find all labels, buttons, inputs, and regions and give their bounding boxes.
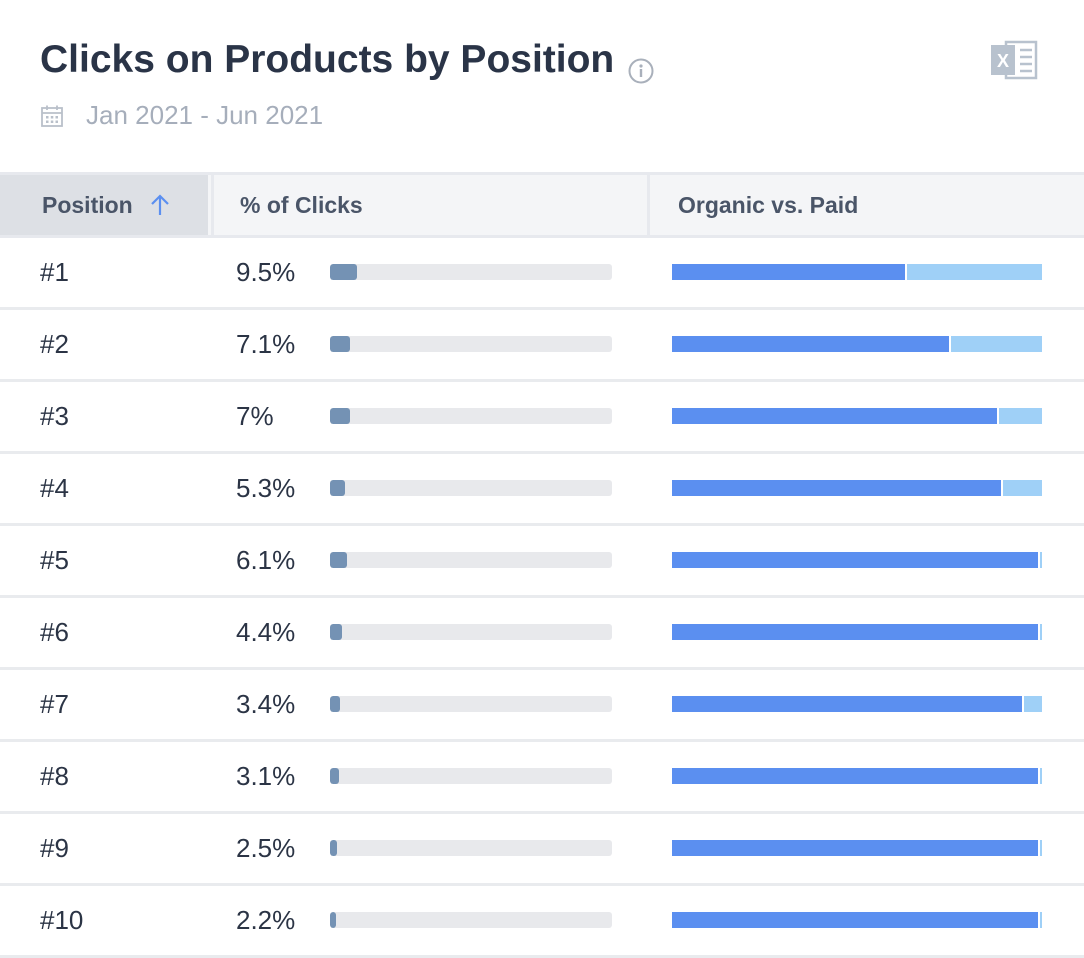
table-row[interactable]: #8 3.1% bbox=[0, 742, 1084, 814]
position-cell: #9 bbox=[40, 833, 69, 863]
sort-ascending-icon[interactable] bbox=[149, 193, 171, 217]
clicks-bar-fill bbox=[330, 336, 351, 352]
clicks-bar-fill bbox=[330, 840, 338, 856]
table-row[interactable]: #4 5.3% bbox=[0, 454, 1084, 526]
position-cell: #6 bbox=[40, 617, 69, 647]
paid-segment bbox=[999, 408, 1042, 424]
position-cell: #10 bbox=[40, 905, 84, 935]
clicks-bar-track bbox=[330, 768, 612, 784]
clicks-bar-fill bbox=[330, 480, 345, 496]
organic-vs-paid-bar[interactable] bbox=[672, 768, 1042, 784]
clicks-percent-cell: 4.4% bbox=[236, 617, 296, 647]
table-row[interactable]: #3 7% bbox=[0, 382, 1084, 454]
position-cell: #3 bbox=[40, 401, 69, 431]
position-cell: #7 bbox=[40, 689, 69, 719]
organic-segment bbox=[672, 552, 1041, 568]
organic-vs-paid-bar[interactable] bbox=[672, 336, 1042, 352]
column-header-label: Organic vs. Paid bbox=[678, 191, 859, 218]
clicks-bar-fill bbox=[330, 912, 337, 928]
clicks-bar-track bbox=[330, 912, 612, 928]
paid-segment bbox=[1040, 624, 1042, 640]
column-header-position[interactable]: Position bbox=[0, 175, 208, 235]
organic-vs-paid-bar[interactable] bbox=[672, 840, 1042, 856]
clicks-bar-track bbox=[330, 480, 612, 496]
column-header-organic-vs-paid[interactable]: Organic vs. Paid bbox=[647, 175, 1084, 235]
table-header: Position % of Clicks Organic vs. Paid bbox=[0, 172, 1084, 238]
clicks-bar-track bbox=[330, 336, 612, 352]
clicks-percent-cell: 3.4% bbox=[236, 689, 296, 719]
organic-segment bbox=[672, 480, 1004, 496]
position-cell: #5 bbox=[40, 545, 69, 575]
clicks-bar-track bbox=[330, 624, 612, 640]
clicks-bar-fill bbox=[330, 552, 348, 568]
table-row[interactable]: #9 2.5% bbox=[0, 814, 1084, 886]
clicks-table: Position % of Clicks Organic vs. Paid #1… bbox=[0, 172, 1084, 958]
position-cell: #8 bbox=[40, 761, 69, 791]
clicks-percent-cell: 6.1% bbox=[236, 545, 296, 575]
organic-segment bbox=[672, 768, 1041, 784]
position-cell: #1 bbox=[40, 257, 69, 287]
clicks-bar-track bbox=[330, 840, 612, 856]
paid-segment bbox=[1040, 768, 1042, 784]
table-row[interactable]: #6 4.4% bbox=[0, 598, 1084, 670]
organic-vs-paid-bar[interactable] bbox=[672, 264, 1042, 280]
clicks-bar-track bbox=[330, 552, 612, 568]
clicks-bar-fill bbox=[330, 696, 340, 712]
table-row[interactable]: #7 3.4% bbox=[0, 670, 1084, 742]
clicks-bar-track bbox=[330, 264, 612, 280]
date-range: Jan 2021 - Jun 2021 bbox=[40, 100, 323, 131]
paid-segment bbox=[1040, 912, 1042, 928]
clicks-percent-cell: 7% bbox=[236, 401, 274, 431]
paid-segment bbox=[951, 336, 1042, 352]
clicks-percent-cell: 3.1% bbox=[236, 761, 296, 791]
organic-segment bbox=[672, 696, 1024, 712]
organic-vs-paid-bar[interactable] bbox=[672, 480, 1042, 496]
svg-text:X: X bbox=[997, 51, 1009, 71]
clicks-bar-track bbox=[330, 696, 612, 712]
organic-vs-paid-bar[interactable] bbox=[672, 552, 1042, 568]
organic-segment bbox=[672, 912, 1041, 928]
organic-segment bbox=[672, 840, 1041, 856]
clicks-bar-fill bbox=[330, 408, 350, 424]
clicks-percent-cell: 7.1% bbox=[236, 329, 296, 359]
paid-segment bbox=[1024, 696, 1043, 712]
organic-vs-paid-bar[interactable] bbox=[672, 696, 1042, 712]
clicks-percent-cell: 5.3% bbox=[236, 473, 296, 503]
excel-export-icon[interactable]: X bbox=[990, 38, 1038, 82]
clicks-bar-track bbox=[330, 408, 612, 424]
clicks-bar-fill bbox=[330, 624, 343, 640]
organic-segment bbox=[672, 624, 1041, 640]
table-row[interactable]: #10 2.2% bbox=[0, 886, 1084, 958]
clicks-percent-cell: 9.5% bbox=[236, 257, 296, 287]
organic-segment bbox=[672, 264, 907, 280]
paid-segment bbox=[907, 264, 1042, 280]
organic-segment bbox=[672, 408, 1000, 424]
info-icon[interactable] bbox=[628, 50, 654, 84]
widget-title: Clicks on Products by Position bbox=[40, 38, 615, 81]
organic-vs-paid-bar[interactable] bbox=[672, 408, 1042, 424]
paid-segment bbox=[1003, 480, 1042, 496]
position-cell: #4 bbox=[40, 473, 69, 503]
organic-vs-paid-bar[interactable] bbox=[672, 624, 1042, 640]
clicks-bar-fill bbox=[330, 768, 339, 784]
position-cell: #2 bbox=[40, 329, 69, 359]
calendar-icon bbox=[40, 104, 64, 128]
organic-vs-paid-bar[interactable] bbox=[672, 912, 1042, 928]
widget-header: Clicks on Products by Position bbox=[40, 38, 654, 84]
column-header-label: Position bbox=[42, 191, 133, 218]
table-body: #1 9.5% #2 7.1% #3 7% #4 5.3% #5 6.1% #6 4.4% #7 3.4%… bbox=[0, 238, 1084, 958]
column-header-label: % of Clicks bbox=[240, 191, 363, 218]
clicks-percent-cell: 2.5% bbox=[236, 833, 296, 863]
table-row[interactable]: #2 7.1% bbox=[0, 310, 1084, 382]
organic-segment bbox=[672, 336, 952, 352]
clicks-percent-cell: 2.2% bbox=[236, 905, 296, 935]
clicks-bar-fill bbox=[330, 264, 357, 280]
table-row[interactable]: #1 9.5% bbox=[0, 238, 1084, 310]
paid-segment bbox=[1040, 552, 1042, 568]
date-range-text: Jan 2021 - Jun 2021 bbox=[86, 100, 324, 130]
column-header-clicks[interactable]: % of Clicks bbox=[211, 175, 646, 235]
paid-segment bbox=[1040, 840, 1042, 856]
table-row[interactable]: #5 6.1% bbox=[0, 526, 1084, 598]
